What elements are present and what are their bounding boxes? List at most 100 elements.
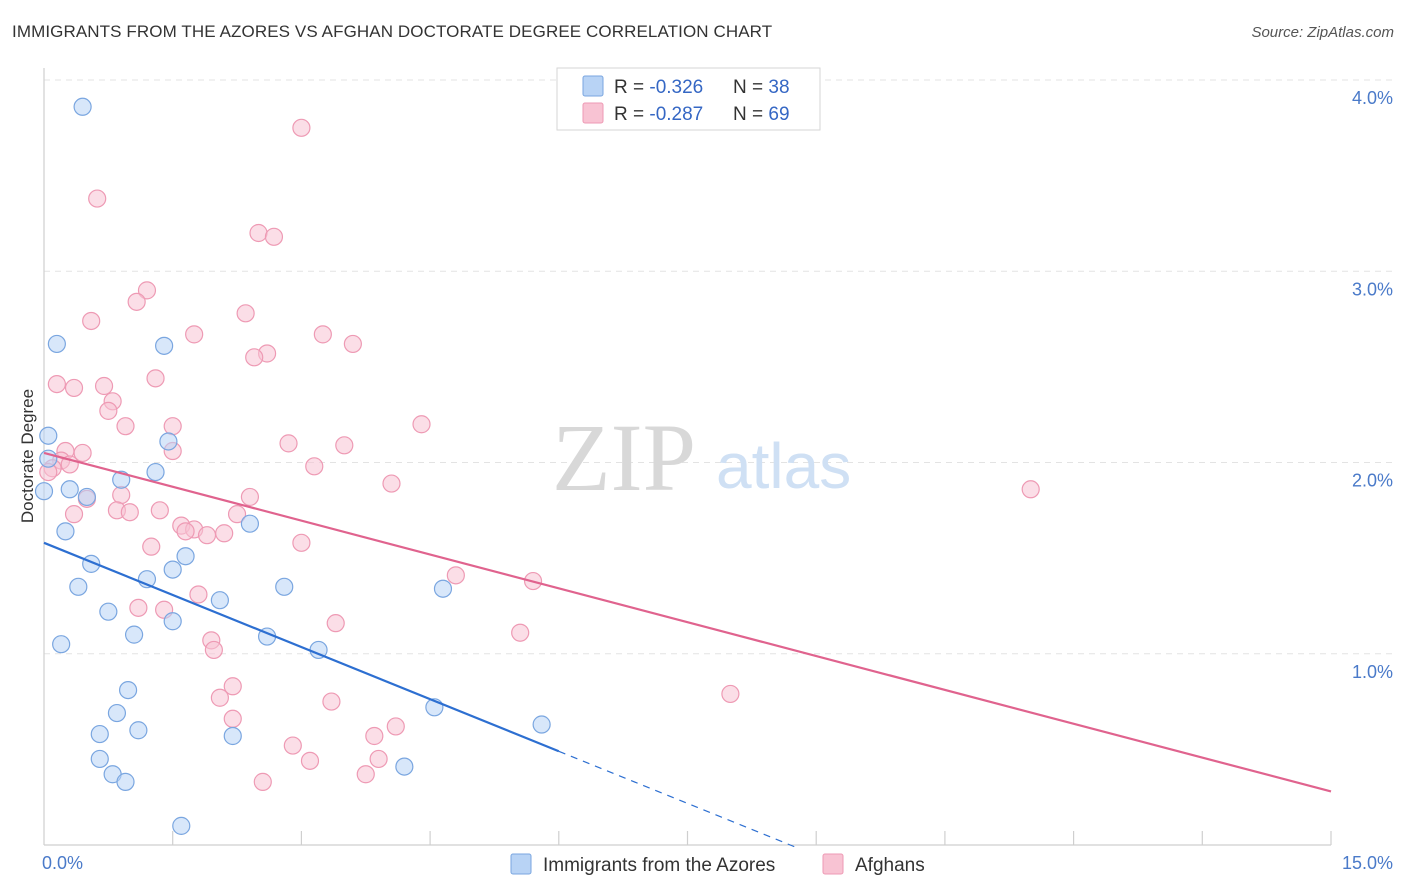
afghans-point [94,376,114,396]
afghans-point [210,688,229,707]
azores-point [47,334,66,354]
afghans-point [343,334,362,354]
afghans-point [129,598,148,617]
afghans-point [264,227,284,246]
y-axis-label: Doctorate Degree [18,389,37,523]
afghans-point [721,684,740,704]
azores-point [163,560,182,579]
azores-trend-line [43,541,560,753]
azores-point [163,612,182,631]
azores-point [77,487,97,507]
afghans-point [245,348,264,367]
chart-title: IMMIGRANTS FROM THE AZORES VS AFGHAN DOC… [12,22,773,41]
azores-point [395,757,414,776]
afghans-point [1021,480,1040,499]
afghans-point [326,614,345,633]
legend-n-label-2: N = [733,104,768,125]
azores-point [176,547,195,566]
azores-point [73,97,92,116]
bottom-legend-afghans: Afghans [855,855,925,876]
afghans-point [120,503,139,522]
afghans-point [47,374,66,394]
azores-point [118,680,138,700]
afghans-point [227,505,247,524]
afghans-point [283,736,302,755]
afghans-point [253,772,272,791]
x-tick-labels: 0.0% 15.0% [42,853,1393,873]
y-tick-label: 3.0% [1352,279,1393,299]
afghans-point [163,417,182,436]
legend-n-1: N = 38 [733,77,790,98]
afghans-point [223,677,242,696]
afghans-point [386,717,405,736]
legend-r-value-2: -0.287 [649,104,703,125]
azores-point [56,522,75,541]
afghans-point [137,281,157,300]
afghans-point [412,415,431,434]
x-tick-label: 0.0% [42,853,83,873]
afghans-point [116,417,135,436]
afghans-point [82,311,101,331]
azores-point [34,482,54,501]
azores-point [69,577,88,596]
afghans-point [279,434,298,453]
azores-point [60,480,79,499]
legend-r-label-2: R = [614,104,649,125]
afghans-trend-line [43,451,1332,793]
afghans-point [305,457,324,476]
afghans-point [176,522,195,541]
bottom-legend: Immigrants from the Azores Afghans [510,853,925,876]
afghans-point [292,118,311,137]
afghans-point [511,623,530,642]
legend-n-2: N = 69 [733,104,790,125]
azores-point [275,577,294,596]
legend-swatch-blue [582,75,604,97]
bottom-legend-azores: Immigrants from the Azores [543,855,775,876]
bottom-legend-swatch-blue [510,853,532,875]
azores-point [172,816,191,835]
azores-point [129,721,148,740]
afghans-point [240,487,260,507]
azores-point [223,726,242,746]
afghans-point [365,726,384,746]
grid [44,79,1392,655]
legend-n-value-2: 69 [768,104,789,125]
afghans-point [185,325,204,344]
source-label: Source: ZipAtlas.com [1251,24,1394,41]
afghans-point [335,436,354,455]
afghans-point [249,223,268,243]
azores-point [146,462,165,482]
azores-point [52,635,71,654]
azores-point [159,432,178,451]
legend-n-value-1: 38 [768,77,789,98]
legend-row-2: R = -0.287 [614,104,703,125]
afghans-point [300,751,320,770]
y-tick-labels: 1.0% 2.0% 3.0% 4.0% [1352,88,1393,682]
afghans-point [64,378,84,398]
azores-point [433,579,453,598]
x-tick-label: 15.0% [1342,853,1393,873]
y-tick-label: 4.0% [1352,88,1393,108]
afghans-point [204,640,223,660]
azores-point [99,602,118,621]
afghans-point [446,566,465,585]
afghans-point [236,304,255,323]
legend-n-label-1: N = [733,77,768,98]
y-tick-label: 1.0% [1352,662,1393,682]
afghans-point [322,692,341,711]
afghans-point [99,401,118,420]
legend-row-1: R = -0.326 [614,77,703,98]
afghans-point [189,585,208,604]
azores-point [210,591,229,610]
azores-point [155,336,174,355]
afghans-point [64,505,84,524]
afghans-point [146,369,165,388]
afghans-point [150,501,169,520]
legend-swatch-pink [582,102,604,124]
afghans-point [369,749,388,769]
afghans-point [127,292,146,311]
azores-points [34,97,551,835]
azores-point [532,715,551,734]
afghans-point [223,709,242,728]
